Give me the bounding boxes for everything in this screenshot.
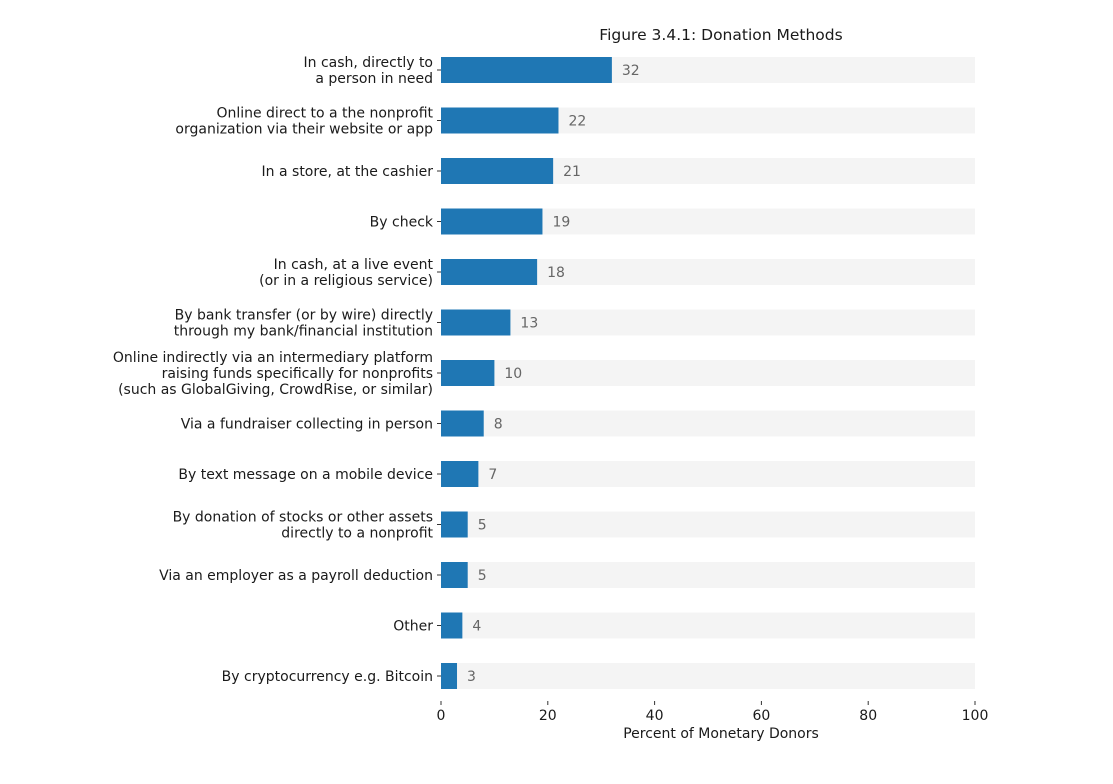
bar-row: 22 Online direct to a the nonprofitorgani…: [175, 106, 975, 138]
value-label: 5: [478, 568, 487, 584]
x-tick-label: 0: [437, 708, 446, 724]
value-label: 7: [488, 467, 497, 483]
category-label: In cash, directly to: [304, 55, 434, 71]
bar: [441, 57, 612, 83]
value-label: 18: [547, 265, 565, 281]
chart-title: Figure 3.4.1: Donation Methods: [599, 26, 842, 44]
category-label: (such as GlobalGiving, CrowdRise, or sim…: [118, 382, 433, 398]
bar-row: 10 Online indirectly via an intermediary …: [113, 350, 975, 398]
bar-row: 21 In a store, at the cashier: [262, 158, 975, 184]
bars-group: 32 In cash, directly toa person in need 22…: [113, 55, 975, 689]
category-label: In a store, at the cashier: [262, 164, 434, 180]
category-label: raising funds specifically for nonprofit…: [162, 366, 433, 382]
x-tick-label: 80: [859, 708, 877, 724]
category-label: a person in need: [315, 71, 433, 87]
x-tick-label: 20: [539, 708, 557, 724]
bar-row: 18 In cash, at a live event(or in a relig…: [259, 257, 975, 289]
category-label: Via an employer as a payroll deduction: [159, 568, 433, 584]
category-label: directly to a nonprofit: [281, 526, 433, 542]
background-bar: [441, 562, 975, 588]
background-bar: [441, 461, 975, 487]
bar-row: 7 By text message on a mobile device: [178, 461, 975, 487]
background-bar: [441, 360, 975, 386]
background-bar: [441, 309, 975, 336]
background-bar: [441, 511, 975, 538]
bar-row: 5 By donation of stocks or other assetsdi…: [173, 510, 975, 542]
category-label: Online indirectly via an intermediary pl…: [113, 350, 433, 366]
background-bar: [441, 663, 975, 689]
value-label: 10: [504, 366, 522, 382]
bar: [441, 309, 511, 336]
bar: [441, 107, 559, 134]
x-axis-label: Percent of Monetary Donors: [623, 726, 819, 742]
background-bar: [441, 410, 975, 437]
value-label: 22: [568, 114, 586, 130]
bar-row: 13 By bank transfer (or by wire) directly…: [174, 308, 975, 340]
x-axis: 0 20 40 60 80 100: [437, 701, 989, 724]
category-label: In cash, at a live event: [274, 257, 434, 273]
value-label: 5: [478, 518, 487, 534]
bar-row: 32 In cash, directly toa person in need: [304, 55, 975, 87]
x-tick-label: 60: [752, 708, 770, 724]
category-label: By donation of stocks or other assets: [173, 510, 433, 526]
category-label: By cryptocurrency e.g. Bitcoin: [222, 669, 433, 685]
category-label: By bank transfer (or by wire) directly: [175, 308, 433, 324]
background-bar: [441, 612, 975, 639]
bar: [441, 612, 463, 639]
bar-row: 3 By cryptocurrency e.g. Bitcoin: [222, 663, 975, 689]
category-label: By text message on a mobile device: [178, 467, 433, 483]
category-label: (or in a religious service): [259, 273, 433, 289]
value-label: 21: [563, 164, 581, 180]
bar-row: 4 Other: [393, 612, 975, 639]
bar: [441, 562, 468, 588]
value-label: 13: [520, 316, 538, 332]
value-label: 32: [622, 63, 640, 79]
bar: [441, 461, 479, 487]
category-label: through my bank/financial institution: [174, 324, 433, 340]
category-label: By check: [370, 215, 434, 231]
x-tick-label: 100: [962, 708, 989, 724]
value-label: 19: [552, 215, 570, 231]
category-label: Via a fundraiser collecting in person: [181, 417, 433, 433]
bar: [441, 208, 543, 235]
value-label: 3: [467, 669, 476, 685]
value-label: 4: [472, 619, 481, 635]
x-tick-label: 40: [646, 708, 664, 724]
bar: [441, 511, 468, 538]
bar: [441, 158, 554, 184]
bar-row: 19 By check: [370, 208, 975, 235]
bar: [441, 360, 495, 386]
category-label: Other: [393, 619, 433, 635]
bar-row: 8 Via a fundraiser collecting in person: [181, 410, 975, 437]
bar: [441, 663, 458, 689]
category-label: organization via their website or app: [175, 122, 433, 138]
value-label: 8: [494, 417, 503, 433]
bar: [441, 410, 484, 437]
category-label: Online direct to a the nonprofit: [216, 106, 433, 122]
bar: [441, 259, 538, 285]
bar-row: 5 Via an employer as a payroll deduction: [159, 562, 975, 588]
